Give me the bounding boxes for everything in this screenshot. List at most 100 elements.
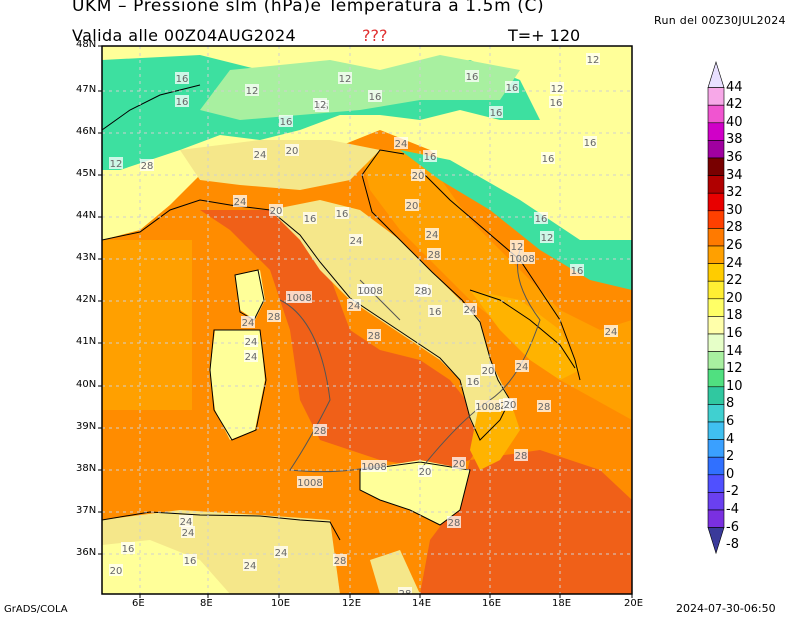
lat-label-39N: 39N [76,421,97,432]
temperature-contour-label: 16 [424,152,437,163]
colorbar-swatch [707,122,725,141]
temperature-contour-label: 24 [234,197,247,208]
temperature-contour-label: 16 [280,117,293,128]
colorbar-label: 40 [726,114,743,130]
temperature-contour-label: 16 [176,97,189,108]
temperature-contour-label-bg [335,207,349,219]
temperature-contour-label-bg [414,284,428,296]
temperature-contour-label: 16 [571,266,584,277]
temperature-contour-label: 12 [314,100,327,111]
temperature-contour-label-bg [428,305,442,317]
temperature-contour-label: 16 [176,74,189,85]
temperature-contour-label-bg [244,350,258,362]
temperature-contour-label-bg [347,299,361,311]
colorbar-label: 2 [726,449,735,465]
lon-label-20E: 20E [624,598,644,609]
colorbar-swatch [707,474,725,493]
border-line [102,84,201,131]
isobar-label-bg [357,284,383,296]
lat-label-36N: 36N [76,547,97,558]
lon-label-18E: 18E [552,598,572,609]
generation-timestamp: 2024-07-30-06:50 [676,602,776,615]
question-marks: ??? [362,26,388,45]
colorbar-swatch [707,175,725,194]
colorbar-swatch [707,60,725,88]
corsica-coast [234,269,265,321]
temperature-contour-label: 28 [448,518,461,529]
temperature-contour-label: 24 [244,561,257,572]
temperature-contour-label: 24 [395,139,408,150]
lon-label-16E: 16E [482,598,502,609]
colorbar-swatch [707,210,725,229]
temperature-contour-label-bg [267,310,281,322]
temperature-contour-label: 28 [268,312,281,323]
lat-label-40N: 40N [76,379,97,390]
temperature-contour-label: 12 [511,242,524,253]
temperature-contour-label: 20 [504,400,517,411]
temperature-contour-label: 24 [245,352,258,363]
temperature-contour-label-bg [570,264,584,276]
colorbar-label: 34 [726,167,743,183]
temperature-contour-label-bg [140,159,154,171]
colorbar-swatch [707,492,725,511]
temperature-contour-label-bg [503,398,517,410]
temperature-contour-label-bg [181,526,195,538]
temperature-contour-label: 20 [453,459,466,470]
temperature-contour-label-bg [313,98,327,110]
colorbar-label: -2 [726,484,739,500]
colorbar-swatch [707,140,725,159]
temperature-contour-label-bg [489,106,503,118]
temperature-contour-label-bg [425,228,439,240]
alps-mild-field [200,55,520,120]
temperature-contour-label-bg [505,81,519,93]
temperature-contour-label: 24 [275,548,288,559]
colorbar-label: 26 [726,238,743,253]
temperature-contour-label: 24 [245,337,258,348]
temperature-contour-label-bg [175,72,189,84]
lat-label-38N: 38N [76,463,97,474]
temperature-contour-label-bg [537,400,551,412]
temperature-contour-label-bg [349,234,363,246]
calabria-field [470,400,520,470]
temperature-contour-label-bg [274,546,288,558]
temperature-contour-label: 24 [464,305,477,316]
sicily-coast [359,461,471,526]
temperature-contour-label: 12 [541,233,554,244]
temperature-contour-label: 28 [334,556,347,567]
temperature-contour-label: 28 [368,331,381,342]
temperature-contour-label: 24 [350,236,363,247]
temperature-contour-label-bg [541,152,555,164]
temperature-contour-label: 16 [550,98,563,109]
temperature-contour-label: 24 [605,327,618,338]
colorbar-label: 4 [726,431,735,447]
colorbar-label: 42 [726,97,743,113]
isobars [279,249,541,473]
temperature-contour-label: 28 [515,451,528,462]
colorbar-label: 32 [726,185,743,201]
colorbar-label: -8 [726,537,739,553]
colorbar-label: 22 [726,273,743,289]
temperature-contour-label: 12 [551,84,564,95]
temperature-contour-label: 12 [339,74,352,85]
colorbar-label: 20 [726,290,743,306]
colorbar-swatch [707,228,725,247]
temperature-contour-label-bg [367,329,381,341]
temperature-contour-label-bg [233,195,247,207]
isobar-label: 1008 [297,478,322,489]
temperature-contour-label-bg [175,95,189,107]
colorbar-swatch [707,386,725,405]
forecast-timestep: T=+ 120 [508,26,581,45]
temperature-contour-label-bg [109,564,123,576]
isobar-label-bg [286,291,312,303]
temperature-contour-label: 16 [304,214,317,225]
temperature-contour-label: 20 [270,206,283,217]
temperature-contour-label: 24 [348,301,361,312]
colorbar-label: 38 [726,132,743,148]
africa-coast [102,511,341,541]
temperature-contour-label-bg [515,360,529,372]
temperature-contour-label-bg [245,84,259,96]
colorbar-swatch [707,192,725,212]
temperature-contour-label: 20 [419,467,432,478]
isobar-label: 1008 [357,286,382,297]
colorbar-label: 10 [726,378,743,394]
